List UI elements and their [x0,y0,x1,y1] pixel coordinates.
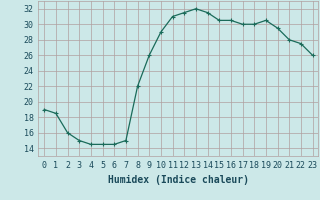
X-axis label: Humidex (Indice chaleur): Humidex (Indice chaleur) [108,175,249,185]
